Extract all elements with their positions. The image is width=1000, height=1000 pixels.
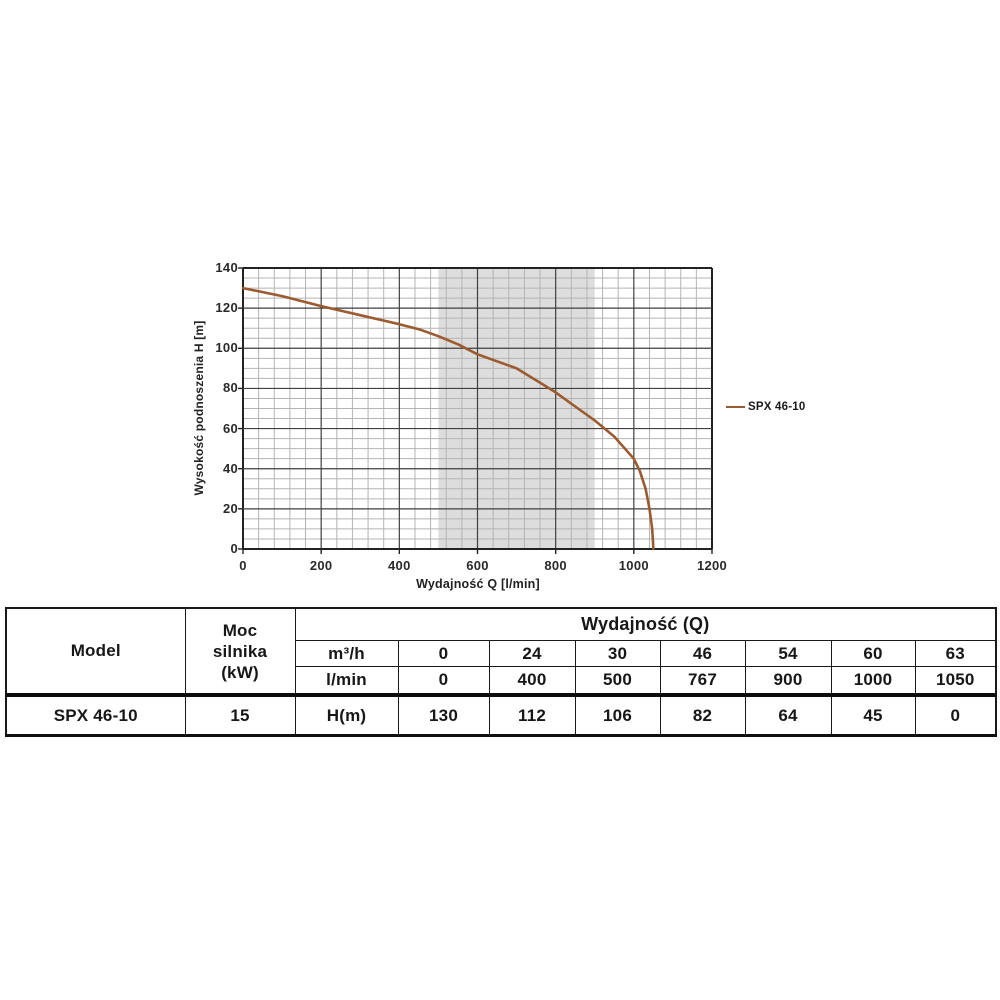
table-cell: 500	[574, 666, 661, 696]
y-tick-label: 140	[215, 260, 238, 275]
x-axis-title: Wydajność Q [l/min]	[416, 577, 540, 591]
table-cell: 130	[397, 693, 490, 736]
model-header-cell: Model	[5, 607, 186, 696]
table-cell: 767	[659, 666, 746, 696]
power-value-cell: 15	[184, 693, 296, 736]
power-header-line: silnika	[212, 641, 268, 661]
table-cell: 30	[574, 640, 661, 667]
table-cell: 0	[397, 666, 490, 696]
legend-label: SPX 46-10	[748, 401, 806, 413]
table-row-m3h: m³/h 0 24 30 46 54 60 63	[6, 640, 997, 667]
x-tick-label: 0	[239, 558, 247, 573]
power-header-line: Moc	[222, 620, 258, 640]
table-cell: 63	[914, 640, 997, 667]
x-tick-label: 800	[544, 558, 567, 573]
table-cell: 24	[488, 640, 576, 667]
pump-spec-table: Model Moc silnika (kW) Wydajność (Q) m³/…	[5, 607, 998, 737]
y-tick-label: 60	[222, 420, 238, 436]
y-tick-label: 120	[215, 300, 238, 316]
table-cell: 0	[914, 693, 997, 736]
model-value-cell: SPX 46-10	[5, 693, 186, 736]
x-tick-label: 1200	[696, 558, 728, 573]
unit-label-cell: H(m)	[294, 693, 399, 736]
table-cell: 82	[659, 693, 746, 736]
x-tick-label: 200	[309, 558, 333, 573]
table-header-row: Model Moc silnika (kW) Wydajność (Q)	[5, 607, 997, 696]
table-cell: 400	[488, 666, 576, 696]
power-header-line: (kW)	[221, 662, 259, 682]
table-cell: 64	[744, 693, 832, 736]
table-cell: 1050	[914, 666, 997, 696]
unit-label-cell: m³/h	[294, 640, 399, 667]
performance-header-cell: Wydajność (Q)	[294, 607, 997, 641]
chart-canvas	[238, 267, 713, 554]
power-header-cell: Moc silnika (kW)	[184, 607, 296, 696]
x-tick-label: 1000	[618, 558, 649, 573]
y-tick-label: 0	[230, 541, 238, 556]
x-tick-label: 600	[466, 558, 489, 573]
x-tick-label: 400	[388, 558, 411, 573]
y-tick-label: 80	[222, 380, 238, 396]
y-tick-label: 40	[222, 460, 238, 476]
table-cell: 106	[574, 693, 661, 736]
table-cell: 900	[744, 666, 832, 696]
table-cell: 60	[830, 640, 916, 667]
plot-area	[238, 267, 713, 554]
table-cell: 45	[830, 693, 916, 736]
legend-line-swatch	[726, 405, 745, 409]
table-cell: 112	[488, 693, 576, 736]
y-tick-label: 20	[222, 500, 238, 516]
table-cell: 1000	[830, 666, 916, 696]
table-cell: 0	[397, 640, 490, 667]
chart-legend: SPX 46-10	[726, 401, 805, 413]
y-tick-label: 100	[215, 340, 238, 356]
table-cell: 46	[659, 640, 746, 667]
unit-label-cell: l/min	[294, 666, 399, 696]
table-cell: 54	[744, 640, 832, 667]
table-row-data: SPX 46-10 15 H(m) 130 112 106 82 64 45 0	[5, 693, 997, 736]
